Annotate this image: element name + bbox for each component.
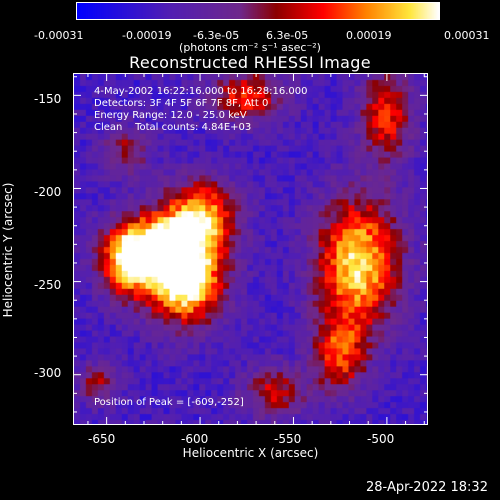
chart-title: Reconstructed RHESSI Image xyxy=(129,53,371,72)
x-axis-label: Heliocentric X (arcsec) xyxy=(182,446,319,460)
colorbar-tick-label: -0.00031 xyxy=(34,29,84,42)
info-detectors: Detectors: 3F 4F 5F 6F 7F 8F, Att 0 xyxy=(94,98,269,109)
y-tick-label: -200 xyxy=(34,185,62,199)
y-tick-label: -250 xyxy=(34,278,62,292)
colorbar-tick-label: 6.3e-05 xyxy=(266,29,309,42)
info-method: Clean Total counts: 4.84E+03 xyxy=(94,122,252,133)
plot-area: 4-May-2002 16:22:16.000 to 16:28:16.000 … xyxy=(73,73,428,425)
y-tick-label: -300 xyxy=(34,366,62,380)
heatmap-image xyxy=(74,74,427,424)
info-time: 4-May-2002 16:22:16.000 to 16:28:16.000 xyxy=(94,86,308,97)
timestamp: 28-Apr-2022 18:32 xyxy=(366,480,488,495)
colorbar-tick-label: 0.00019 xyxy=(346,29,392,42)
x-tick-label: -500 xyxy=(367,432,395,446)
colorbar-tick-label: 0.00031 xyxy=(444,29,490,42)
colorbar xyxy=(76,2,440,20)
info-energy: Energy Range: 12.0 - 25.0 keV xyxy=(94,110,247,121)
peak-position: Position of Peak = [-609,-252] xyxy=(94,397,244,408)
x-tick-label: -550 xyxy=(274,432,302,446)
y-tick-label: -150 xyxy=(34,92,62,106)
colorbar-tick-label: -0.00019 xyxy=(122,29,172,42)
x-tick-label: -600 xyxy=(181,432,209,446)
x-tick-label: -650 xyxy=(88,432,116,446)
colorbar-units: (photons cm⁻² s⁻¹ asec⁻²) xyxy=(179,41,321,54)
colorbar-tick-label: -6.3e-05 xyxy=(193,29,240,42)
y-axis-label: Heliocentric Y (arcsec) xyxy=(1,182,15,318)
